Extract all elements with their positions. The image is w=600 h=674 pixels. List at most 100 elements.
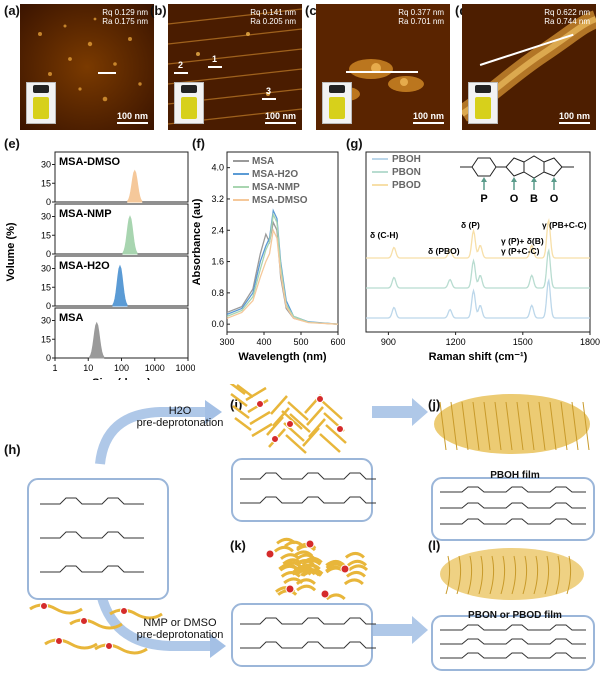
fiber-i-21: [251, 422, 273, 438]
xtick-label-f-1: 400: [256, 337, 271, 347]
ytick-label-1-2: 30: [41, 212, 51, 222]
xtick-label-g-0: 900: [381, 337, 396, 347]
raman-line-PBOH: [366, 277, 590, 319]
loose-chain-1: [69, 618, 123, 630]
dot-k-4: [320, 589, 330, 599]
struct-phenyl-ring: [471, 157, 497, 177]
box-k: [231, 603, 373, 667]
fiber-k-10: [280, 571, 301, 578]
film-l-strand-5: [500, 555, 506, 595]
ra-value-c: Ra 0.701 nm: [398, 17, 444, 26]
rq-value-b: Rq 0.141 nm: [250, 8, 296, 17]
profile-line-a: [98, 72, 116, 74]
plot-frame-g: [365, 151, 591, 333]
panel-label-l: (l): [428, 538, 441, 553]
fiber-k-31: [283, 577, 304, 585]
struct-arrowhead-3: [551, 177, 557, 182]
film-label-j: PBOH film: [490, 470, 540, 481]
xtick-label-f-2: 500: [293, 337, 308, 347]
plot-frame-f: [226, 151, 339, 333]
film-j-stripe-3: [472, 401, 480, 451]
scheme-illustration: [27, 384, 595, 671]
series-label-3: MSA: [59, 312, 84, 324]
loose-chain-4: [94, 643, 148, 655]
vial-image-c: [322, 82, 352, 124]
chain-k-1: [240, 641, 376, 649]
loose-chain-2: [109, 608, 163, 620]
vial-image-a: [26, 82, 56, 124]
xtick-label-e-4: 10000: [175, 363, 195, 373]
raman-line-PBOD: [366, 217, 590, 259]
fiber-k-33: [294, 559, 315, 566]
legend-label-f-0: MSA: [252, 156, 274, 167]
dot-k-2: [340, 564, 350, 574]
film-j-stripe-12: [571, 401, 579, 451]
struct-arrowhead-0: [481, 177, 487, 182]
afm-image-a: Rq 0.129 nm Ra 0.175 nm 100 nm: [20, 4, 154, 130]
fiber-k-36: [300, 569, 321, 577]
scale-bar-b: 100 nm: [264, 111, 296, 124]
vial-image-b: [174, 82, 204, 124]
fiber-k-39: [279, 564, 300, 572]
fiber-i-14: [306, 406, 324, 426]
struct-label-2: B: [530, 193, 538, 205]
legend-label-g-2: PBOD: [392, 180, 421, 191]
panel-label-a: (a): [4, 3, 20, 18]
legend-label-f-3: MSA-DMSO: [252, 195, 308, 206]
afm-image-d: Rq 0.622 nm Ra 0.744 nm 100 nm: [462, 4, 596, 130]
ytick-label-f-5: 4.0: [211, 163, 224, 173]
fiber-k-6: [325, 593, 346, 601]
loose-chain-3: [44, 638, 98, 650]
fiber-k-4: [273, 545, 294, 553]
arrow-k-to-l: [372, 616, 428, 644]
ylabel-f: Absorbance (au): [191, 198, 203, 285]
afm-image-c: Rq 0.377 nm Ra 0.701 nm 100 nm: [316, 4, 450, 130]
xtick-label-e-1: 10: [83, 363, 93, 373]
scale-bar-a: 100 nm: [116, 111, 148, 124]
fiber-i-3: [245, 386, 267, 402]
chart-e-dls: MSA-DMSO 0 15 30 MSA-NMP 0 15 30 MSA-H2O 0 15 30 MSA…: [5, 151, 195, 380]
film-l-strand-0: [445, 555, 451, 595]
xtick-label-g-3: 1800: [580, 337, 600, 347]
scale-bar-c: 100 nm: [412, 111, 444, 124]
xtick-label-e-3: 1000: [145, 363, 165, 373]
struct-label-0: P: [480, 193, 487, 205]
film-l-strand-7: [522, 555, 528, 595]
xtick-label-f-3: 600: [330, 337, 345, 347]
film-l-strand-1: [456, 555, 462, 595]
fiber-i-20: [308, 418, 326, 438]
proton-dot-3: [55, 637, 63, 645]
film-j-stripe-0: [439, 401, 447, 451]
fiber-i-5: [319, 433, 341, 453]
film-j-stripe-10: [549, 401, 557, 451]
dls-peak-1: [122, 215, 138, 255]
ytick-label-f-2: 1.6: [211, 257, 224, 267]
ytick-label-1-1: 15: [41, 230, 51, 240]
ytick-label-f-0: 0.0: [211, 319, 224, 329]
dot-i-0: [256, 400, 264, 408]
ytick-label-0-0: 0: [46, 197, 51, 207]
chain-j-1: [440, 502, 586, 509]
film-j-stripe-2: [461, 401, 469, 451]
xtick-label-e-2: 100: [114, 363, 129, 373]
xlabel-f: Wavelength (nm): [238, 351, 327, 363]
ytick-label-1-0: 0: [46, 249, 51, 259]
raman-annotation-3: γ (P)+ δ(B): [501, 236, 544, 246]
dot-i-4: [271, 435, 279, 443]
film-l-strand-4: [489, 555, 495, 595]
film-j-stripe-11: [560, 401, 568, 451]
fiber-i-24: [236, 384, 254, 398]
dot-i-3: [336, 425, 344, 433]
panel-label-g: (g): [346, 136, 363, 151]
marker-line-2: [174, 72, 188, 74]
raman-annotation-2: δ (P): [461, 220, 480, 230]
fiber-network-k: [273, 537, 369, 601]
uv-line-3: [226, 228, 339, 325]
fiber-i-13: [285, 434, 307, 454]
xlabel-g: Raman shift (cm⁻¹): [429, 351, 528, 363]
series-label-0: MSA-DMSO: [59, 156, 121, 168]
step-h2o-process: pre-deprotonation: [136, 417, 224, 429]
film-label-l: PBON or PBOD film: [468, 610, 562, 621]
step-label-nmp: NMP or DMSO pre-deprotonation: [125, 617, 235, 641]
subplot-frame-0: [54, 151, 189, 203]
